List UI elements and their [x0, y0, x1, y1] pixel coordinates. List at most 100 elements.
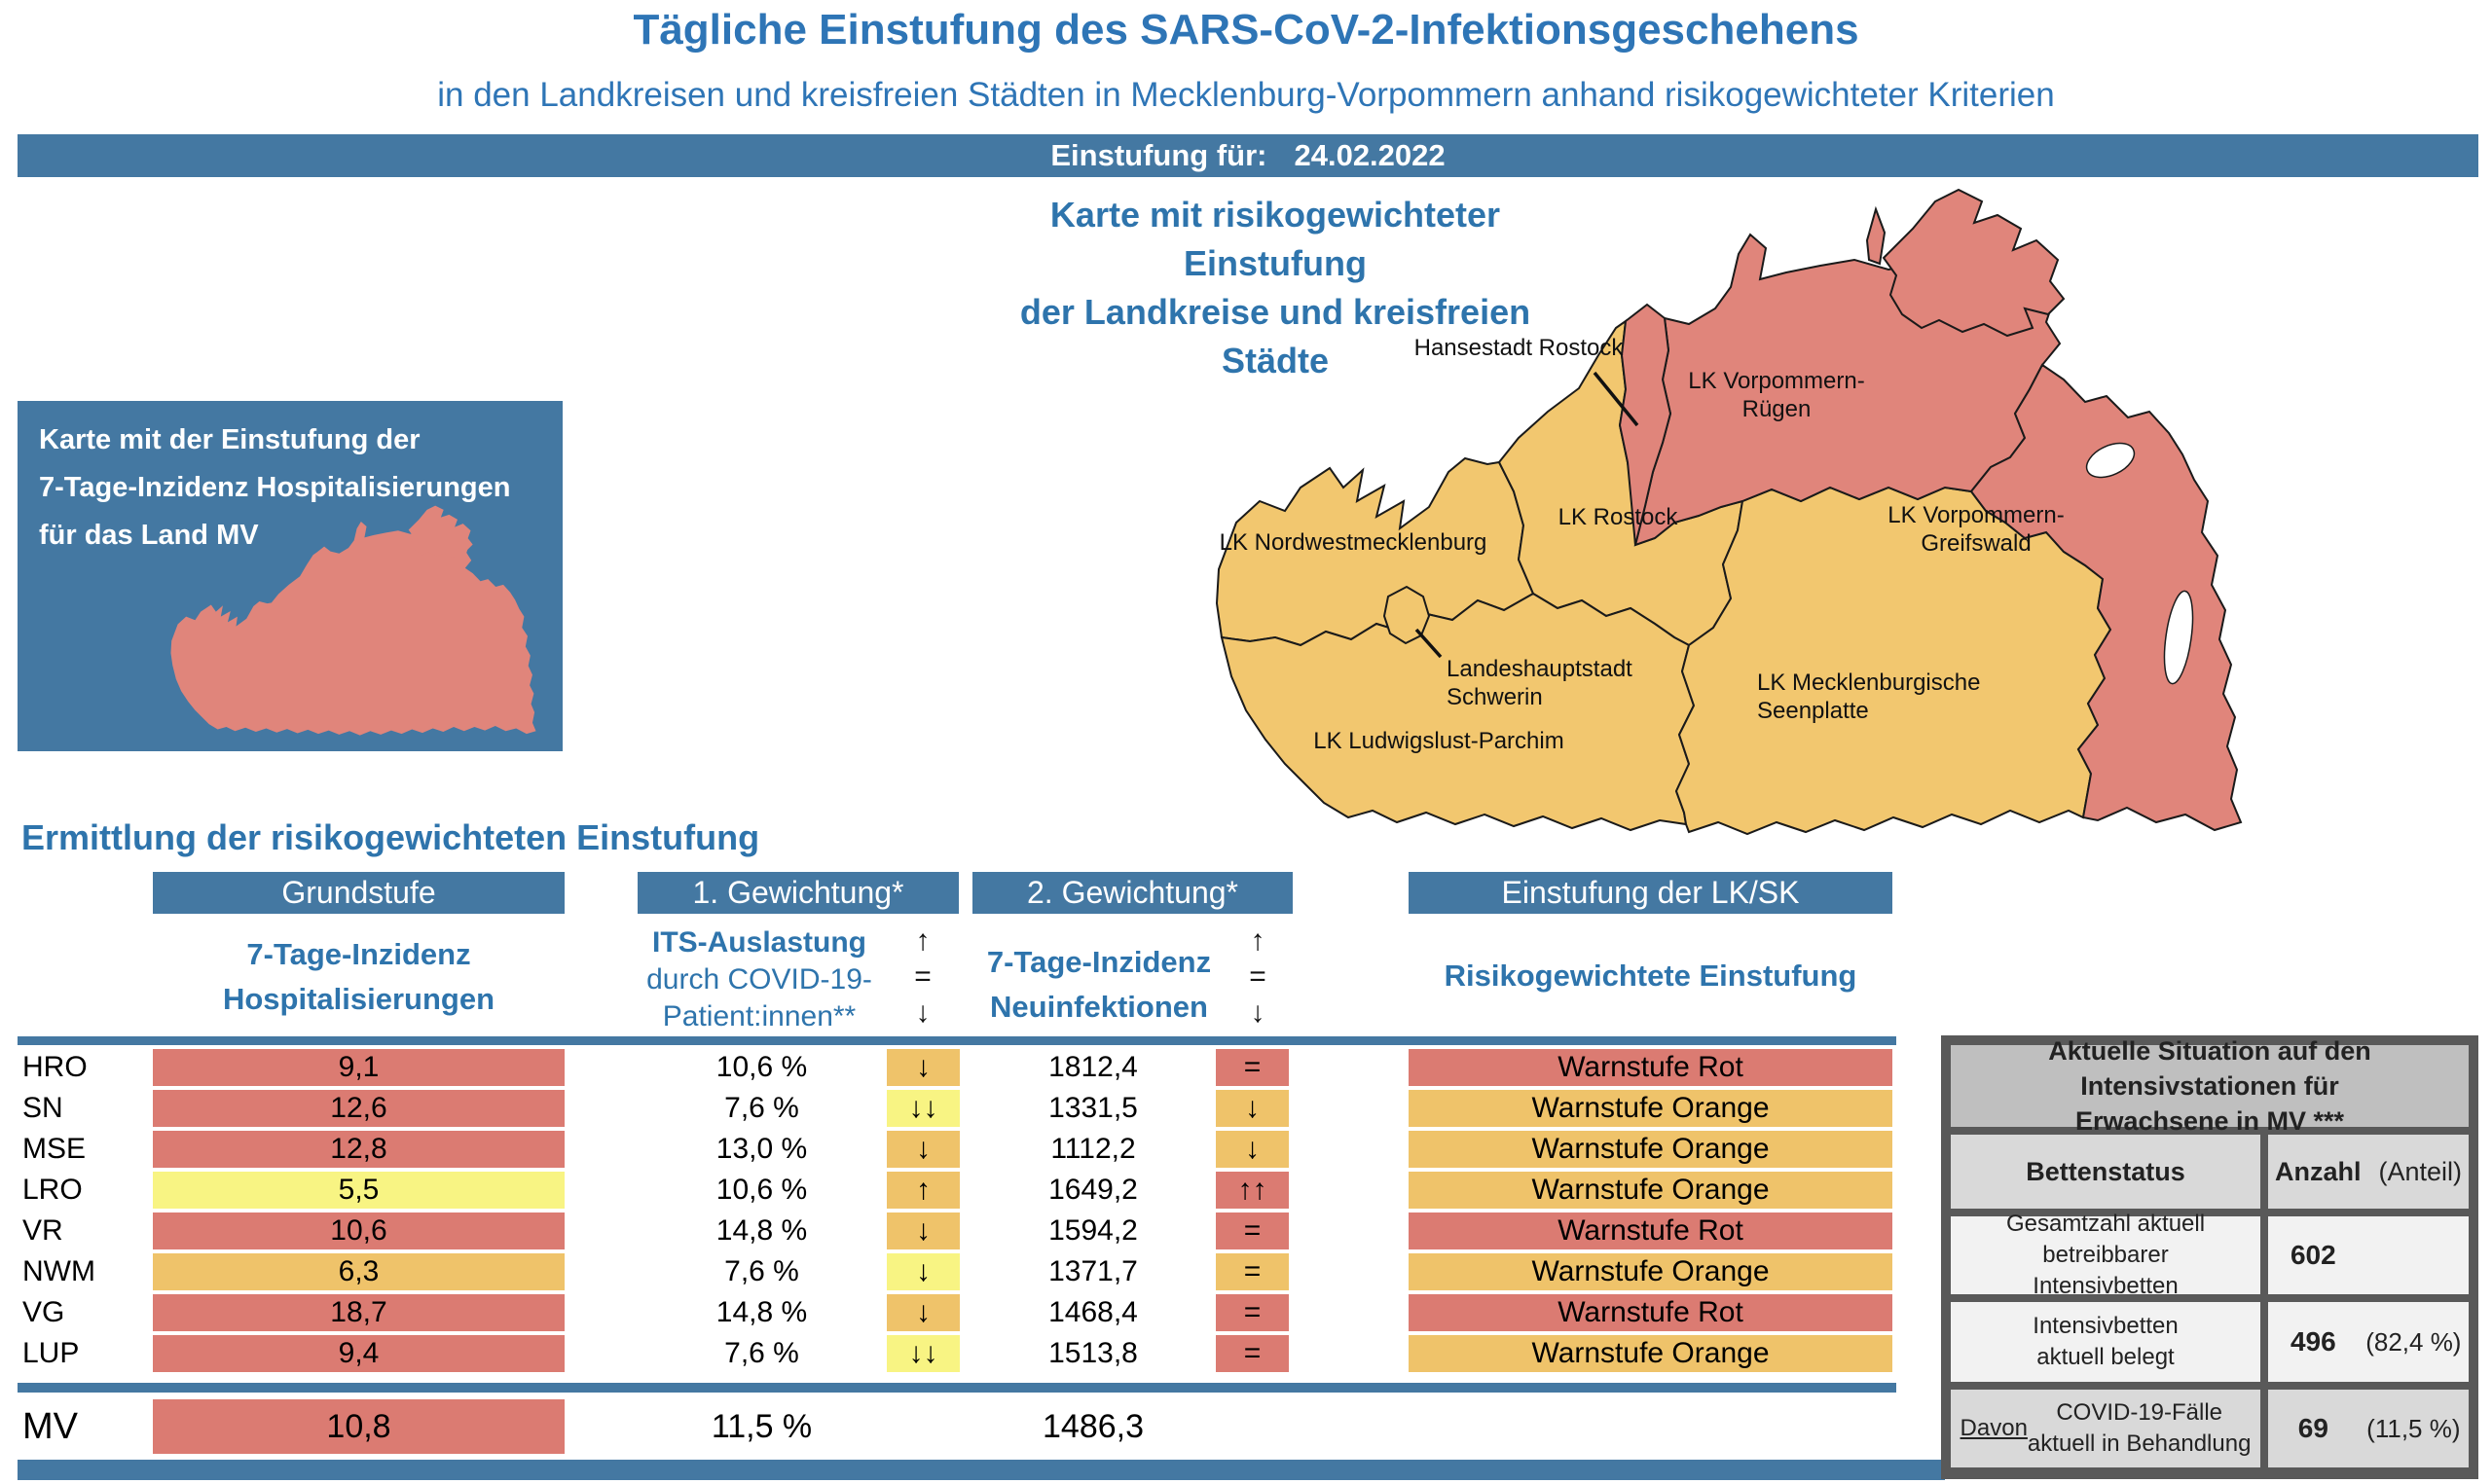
divider: [18, 1036, 1896, 1045]
icu-utilization-value: 7,6 %: [724, 1337, 799, 1369]
new-infections-value: 1812,4: [1048, 1051, 1138, 1083]
map-region-hiddensee-island: [1865, 205, 1887, 266]
column-header-einstufung: Einstufung der LK/SK: [1409, 872, 1892, 914]
divider: [18, 1383, 1896, 1393]
map-label-ludwigslust-parchim: LK Ludwigslust-Parchim: [1313, 728, 1564, 754]
region-code: LRO: [22, 1174, 83, 1206]
new-infections-value: 1513,8: [1048, 1337, 1138, 1369]
subheader-its-line1: ITS-Auslastung: [651, 926, 866, 959]
hosp-incidence-cell: 10,8: [153, 1399, 565, 1454]
risk-map: Hansestadt Rostock LK Vorpommern- Rügen …: [1197, 180, 2288, 851]
region-code: NWM: [22, 1255, 95, 1287]
new-infections-value: 1468,4: [1048, 1296, 1138, 1328]
arrow-up-icon: ↑: [1250, 924, 1265, 957]
table-row: VR 10,6 14,8 % ↓ 1594,2 = Warnstufe Rot: [0, 1213, 1941, 1249]
map-region-hansestadt-rostock: [1618, 303, 1672, 546]
region-code: SN: [22, 1092, 63, 1124]
hosp-incidence-cell: 12,8: [153, 1131, 565, 1168]
infection-trend-indicator: ↑↑: [1216, 1172, 1289, 1209]
risk-rating-cell: Warnstufe Rot: [1409, 1213, 1892, 1249]
map-label-vorpommern-ruegen: LK Vorpommern- Rügen: [1688, 368, 1865, 422]
infection-trend-indicator: =: [1216, 1049, 1289, 1086]
page-title: Tägliche Einstufung des SARS-CoV-2-Infek…: [633, 6, 1859, 54]
icu-trend-indicator: ↓↓: [887, 1335, 960, 1372]
table-row: LRO 5,5 10,6 % ↑ 1649,2 ↑↑ Warnstufe Ora…: [0, 1172, 1941, 1209]
table-row: VG 18,7 14,8 % ↓ 1468,4 = Warnstufe Rot: [0, 1294, 1941, 1331]
new-infections-value: 1371,7: [1048, 1255, 1138, 1287]
new-infections-value: 1112,2: [1050, 1133, 1136, 1165]
icu-trend-indicator: ↓↓: [887, 1090, 960, 1127]
infection-trend-indicator: ↓: [1216, 1090, 1289, 1127]
map-label-schwerin: Landeshauptstadt Schwerin: [1447, 656, 1632, 710]
map-label-hansestadt-rostock: Hansestadt Rostock: [1413, 335, 1624, 361]
date-bar: Einstufung für: 24.02.2022: [18, 134, 2478, 177]
icu-row-label: Gesamtzahl aktuell betreibbarer Intensiv…: [1951, 1211, 2260, 1299]
region-code: LUP: [22, 1337, 80, 1369]
icu-col-bettenstatus: Bettenstatus: [1951, 1135, 2260, 1209]
region-code: MSE: [22, 1133, 87, 1165]
new-infections-value: 1649,2: [1048, 1174, 1138, 1206]
mv-state-silhouette: [170, 505, 536, 736]
icu-utilization-value: 11,5 %: [711, 1408, 813, 1445]
new-infections-value: 1486,3: [1043, 1408, 1144, 1445]
icu-col-anteil: (Anteil): [2378, 1156, 2463, 1186]
date-label: Einstufung für:: [1050, 138, 1267, 172]
subheader-risikogewichtete-einstufung: Risikogewichtete Einstufung: [1444, 959, 1857, 993]
map-water-bodden: [2085, 442, 2136, 479]
risk-rating-cell: Warnstufe Orange: [1409, 1090, 1892, 1127]
map-label-seenplatte: LK Mecklenburgische Seenplatte: [1757, 670, 1981, 724]
icu-col-anzahl-anteil: Anzahl (Anteil): [2268, 1135, 2469, 1209]
infection-trend-indicator: =: [1216, 1294, 1289, 1331]
schwerin-pointer-line: [1414, 628, 1443, 659]
icu-share: (82,4 %): [2365, 1326, 2462, 1357]
arrow-down-icon: ↓: [915, 996, 931, 1029]
region-code: VR: [22, 1214, 63, 1247]
icu-row-values: 496 (82,4 %): [2268, 1302, 2469, 1382]
trend-legend-1: ↑ = ↓: [894, 923, 952, 1031]
icu-utilization-value: 13,0 %: [715, 1133, 808, 1165]
icu-col-anzahl: Anzahl: [2274, 1156, 2362, 1186]
icu-label-rest: COVID-19-Fälle aktuell in Behandlung: [2027, 1399, 2252, 1457]
subheader-hospitalisierungen: 7-Tage-Inzidenz Hospitalisierungen: [222, 937, 495, 1016]
icu-row-label: Davon COVID-19-Fälle aktuell in Behandlu…: [1951, 1390, 2260, 1467]
risk-rating-cell: Warnstufe Orange: [1409, 1172, 1892, 1209]
column-header-grundstufe: Grundstufe: [153, 872, 565, 914]
subheader-neuinfektionen: 7-Tage-Inzidenz Neuinfektionen: [986, 945, 1212, 1024]
icu-utilization-value: 10,6 %: [715, 1051, 808, 1083]
icu-utilization-value: 10,6 %: [715, 1174, 808, 1206]
column-header-gewichtung-1: 1. Gewichtung*: [638, 872, 959, 914]
icu-row-values: 69 (11,5 %): [2268, 1390, 2469, 1467]
state-summary-row: MV 10,8 11,5 % 1486,3: [0, 1399, 1941, 1454]
hospitalization-map-caption: Karte mit der Einstufung der 7-Tage-Inzi…: [39, 424, 511, 551]
risk-map-svg: [1215, 188, 2243, 836]
equals-icon: =: [1249, 960, 1266, 993]
icu-trend-indicator: ↑: [887, 1172, 960, 1209]
infection-trend-indicator: ↓: [1216, 1131, 1289, 1168]
infection-trend-indicator: =: [1216, 1213, 1289, 1249]
hosp-incidence-cell: 9,4: [153, 1335, 565, 1372]
icu-count: 69: [2297, 1413, 2328, 1443]
table-row: SN 12,6 7,6 % ↓↓ 1331,5 ↓ Warnstufe Oran…: [0, 1090, 1941, 1127]
icu-row-label: Intensivbetten aktuell belegt: [1951, 1302, 2260, 1382]
risk-rating-cell: Warnstufe Rot: [1409, 1294, 1892, 1331]
table-row: LUP 9,4 7,6 % ↓↓ 1513,8 = Warnstufe Oran…: [0, 1335, 1941, 1372]
infection-trend-indicator: =: [1216, 1335, 1289, 1372]
icu-trend-indicator: ↓: [887, 1294, 960, 1331]
icu-count: 602: [2290, 1240, 2336, 1270]
hosp-incidence-cell: 5,5: [153, 1172, 565, 1209]
map-label-vorpommern-greifswald: LK Vorpommern- Greifswald: [1887, 502, 2065, 557]
map-label-nordwestmecklenburg: LK Nordwestmecklenburg: [1219, 529, 1487, 556]
arrow-up-icon: ↑: [915, 924, 931, 957]
map-region-ruegen-island: [1882, 188, 2066, 338]
icu-utilization-value: 7,6 %: [724, 1255, 799, 1287]
icu-share: (11,5 %): [2366, 1413, 2461, 1443]
column-header-gewichtung-2: 2. Gewichtung*: [972, 872, 1293, 914]
hosp-incidence-cell: 10,6: [153, 1213, 565, 1249]
icu-trend-indicator: ↓: [887, 1049, 960, 1086]
region-code: HRO: [22, 1051, 88, 1083]
icu-utilization-value: 7,6 %: [724, 1092, 799, 1124]
arrow-down-icon: ↓: [1250, 996, 1265, 1029]
table-row: HRO 9,1 10,6 % ↓ 1812,4 = Warnstufe Rot: [0, 1049, 1941, 1086]
hospitalization-map-panel: Karte mit der Einstufung der 7-Tage-Inzi…: [18, 401, 563, 751]
hosp-incidence-cell: 18,7: [153, 1294, 565, 1331]
